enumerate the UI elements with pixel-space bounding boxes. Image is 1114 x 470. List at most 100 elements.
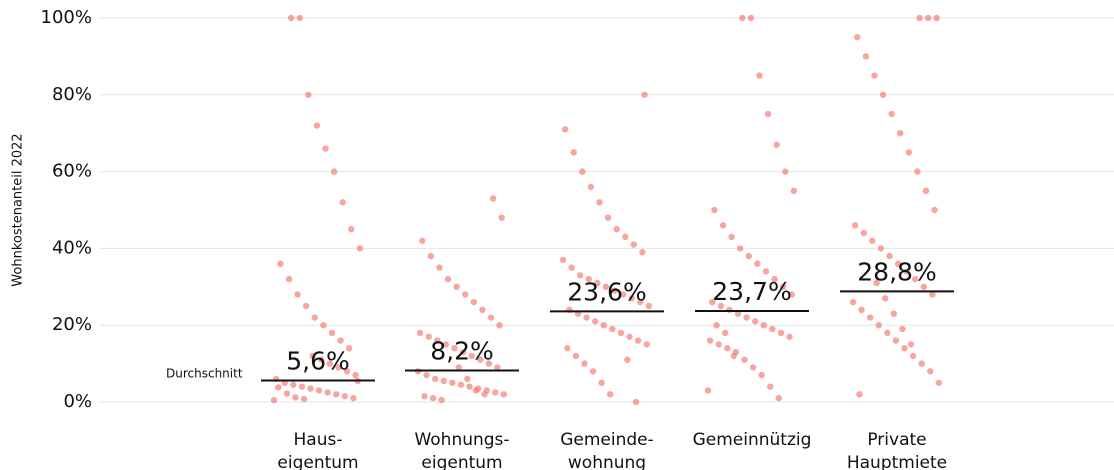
data-point: [721, 329, 729, 337]
data-point: [318, 356, 325, 363]
data-point: [500, 391, 508, 398]
data-point: [423, 371, 430, 379]
data-point: [713, 322, 720, 329]
data-point: [858, 306, 865, 314]
data-point: [914, 168, 921, 175]
annotation: Durchschnitt: [166, 367, 243, 381]
data-point: [643, 341, 650, 348]
data-point: [589, 368, 597, 375]
data-point: [749, 364, 757, 371]
data-point: [568, 264, 575, 271]
data-point: [894, 260, 902, 267]
y-tick-label: 0%: [63, 391, 92, 412]
data-point: [752, 318, 759, 325]
data-point: [909, 352, 917, 360]
data-point: [296, 14, 303, 22]
data-point: [470, 298, 478, 306]
data-point: [436, 264, 443, 271]
data-point: [459, 348, 467, 356]
data-point: [897, 130, 904, 137]
data-point: [771, 275, 778, 283]
data-point: [570, 149, 577, 156]
data-point: [477, 356, 484, 363]
data-point: [442, 341, 450, 348]
data-point: [726, 306, 733, 314]
data-point: [907, 341, 915, 348]
data-point: [489, 195, 497, 202]
data-point: [706, 337, 714, 344]
data-point: [598, 379, 605, 386]
data-point: [290, 381, 297, 388]
data-point: [717, 302, 725, 310]
data-point: [758, 371, 765, 379]
x-tick-label: Haus-: [294, 430, 343, 450]
data-point: [320, 322, 327, 329]
mean-label: 8,2%: [430, 337, 494, 366]
data-point: [472, 387, 480, 394]
data-point: [905, 149, 913, 156]
data-point: [285, 275, 293, 283]
data-point: [311, 314, 318, 321]
data-point: [564, 345, 571, 352]
data-point: [579, 168, 586, 175]
data-point: [773, 141, 780, 148]
data-point: [927, 368, 934, 375]
data-point: [581, 360, 588, 367]
data-point: [912, 275, 919, 283]
data-point: [496, 322, 503, 329]
data-point: [559, 256, 567, 264]
data-point: [330, 168, 338, 175]
data-point: [756, 72, 763, 79]
data-point: [298, 383, 306, 390]
data-point: [429, 394, 437, 402]
data-point: [888, 110, 895, 118]
data-point: [322, 145, 329, 152]
data-point: [292, 394, 299, 401]
data-point: [935, 379, 943, 386]
data-point: [922, 187, 930, 194]
data-point: [786, 333, 793, 340]
data-point: [587, 183, 595, 191]
mean-label: 23,7%: [712, 277, 791, 306]
data-point: [585, 275, 592, 283]
data-point: [341, 393, 349, 400]
data-point: [416, 329, 424, 337]
data-point: [302, 302, 310, 310]
data-point: [767, 383, 774, 390]
data-point: [283, 390, 291, 397]
data-point: [862, 53, 870, 60]
data-point: [449, 379, 456, 386]
data-point: [626, 333, 633, 340]
x-tick-label: Gemeinnützig: [693, 430, 812, 450]
data-point: [788, 291, 795, 298]
data-point: [591, 318, 599, 325]
data-point: [622, 233, 629, 241]
data-point: [873, 279, 880, 287]
data-point: [455, 364, 462, 371]
data-point: [760, 322, 768, 329]
data-point: [881, 295, 889, 302]
data-point: [438, 396, 445, 404]
data-point: [600, 322, 607, 329]
x-tick-label: eigentum: [421, 453, 502, 470]
data-point: [711, 206, 718, 214]
data-point: [307, 385, 314, 392]
data-point: [440, 377, 447, 385]
data-point: [775, 394, 783, 402]
y-tick-label: 80%: [52, 84, 92, 105]
data-point: [339, 199, 346, 206]
data-point: [730, 352, 737, 360]
mean-label: 5,6%: [286, 346, 350, 375]
mean-label: 23,6%: [567, 277, 646, 306]
data-point: [305, 91, 312, 99]
data-point: [892, 337, 900, 344]
data-point: [641, 91, 648, 99]
data-point: [270, 396, 278, 404]
data-point: [886, 252, 893, 260]
data-point: [326, 360, 334, 367]
y-tick-label: 20%: [52, 314, 92, 335]
data-point: [352, 371, 359, 379]
data-point: [421, 393, 428, 400]
data-point: [899, 325, 906, 333]
y-tick-label: 40%: [52, 237, 92, 258]
